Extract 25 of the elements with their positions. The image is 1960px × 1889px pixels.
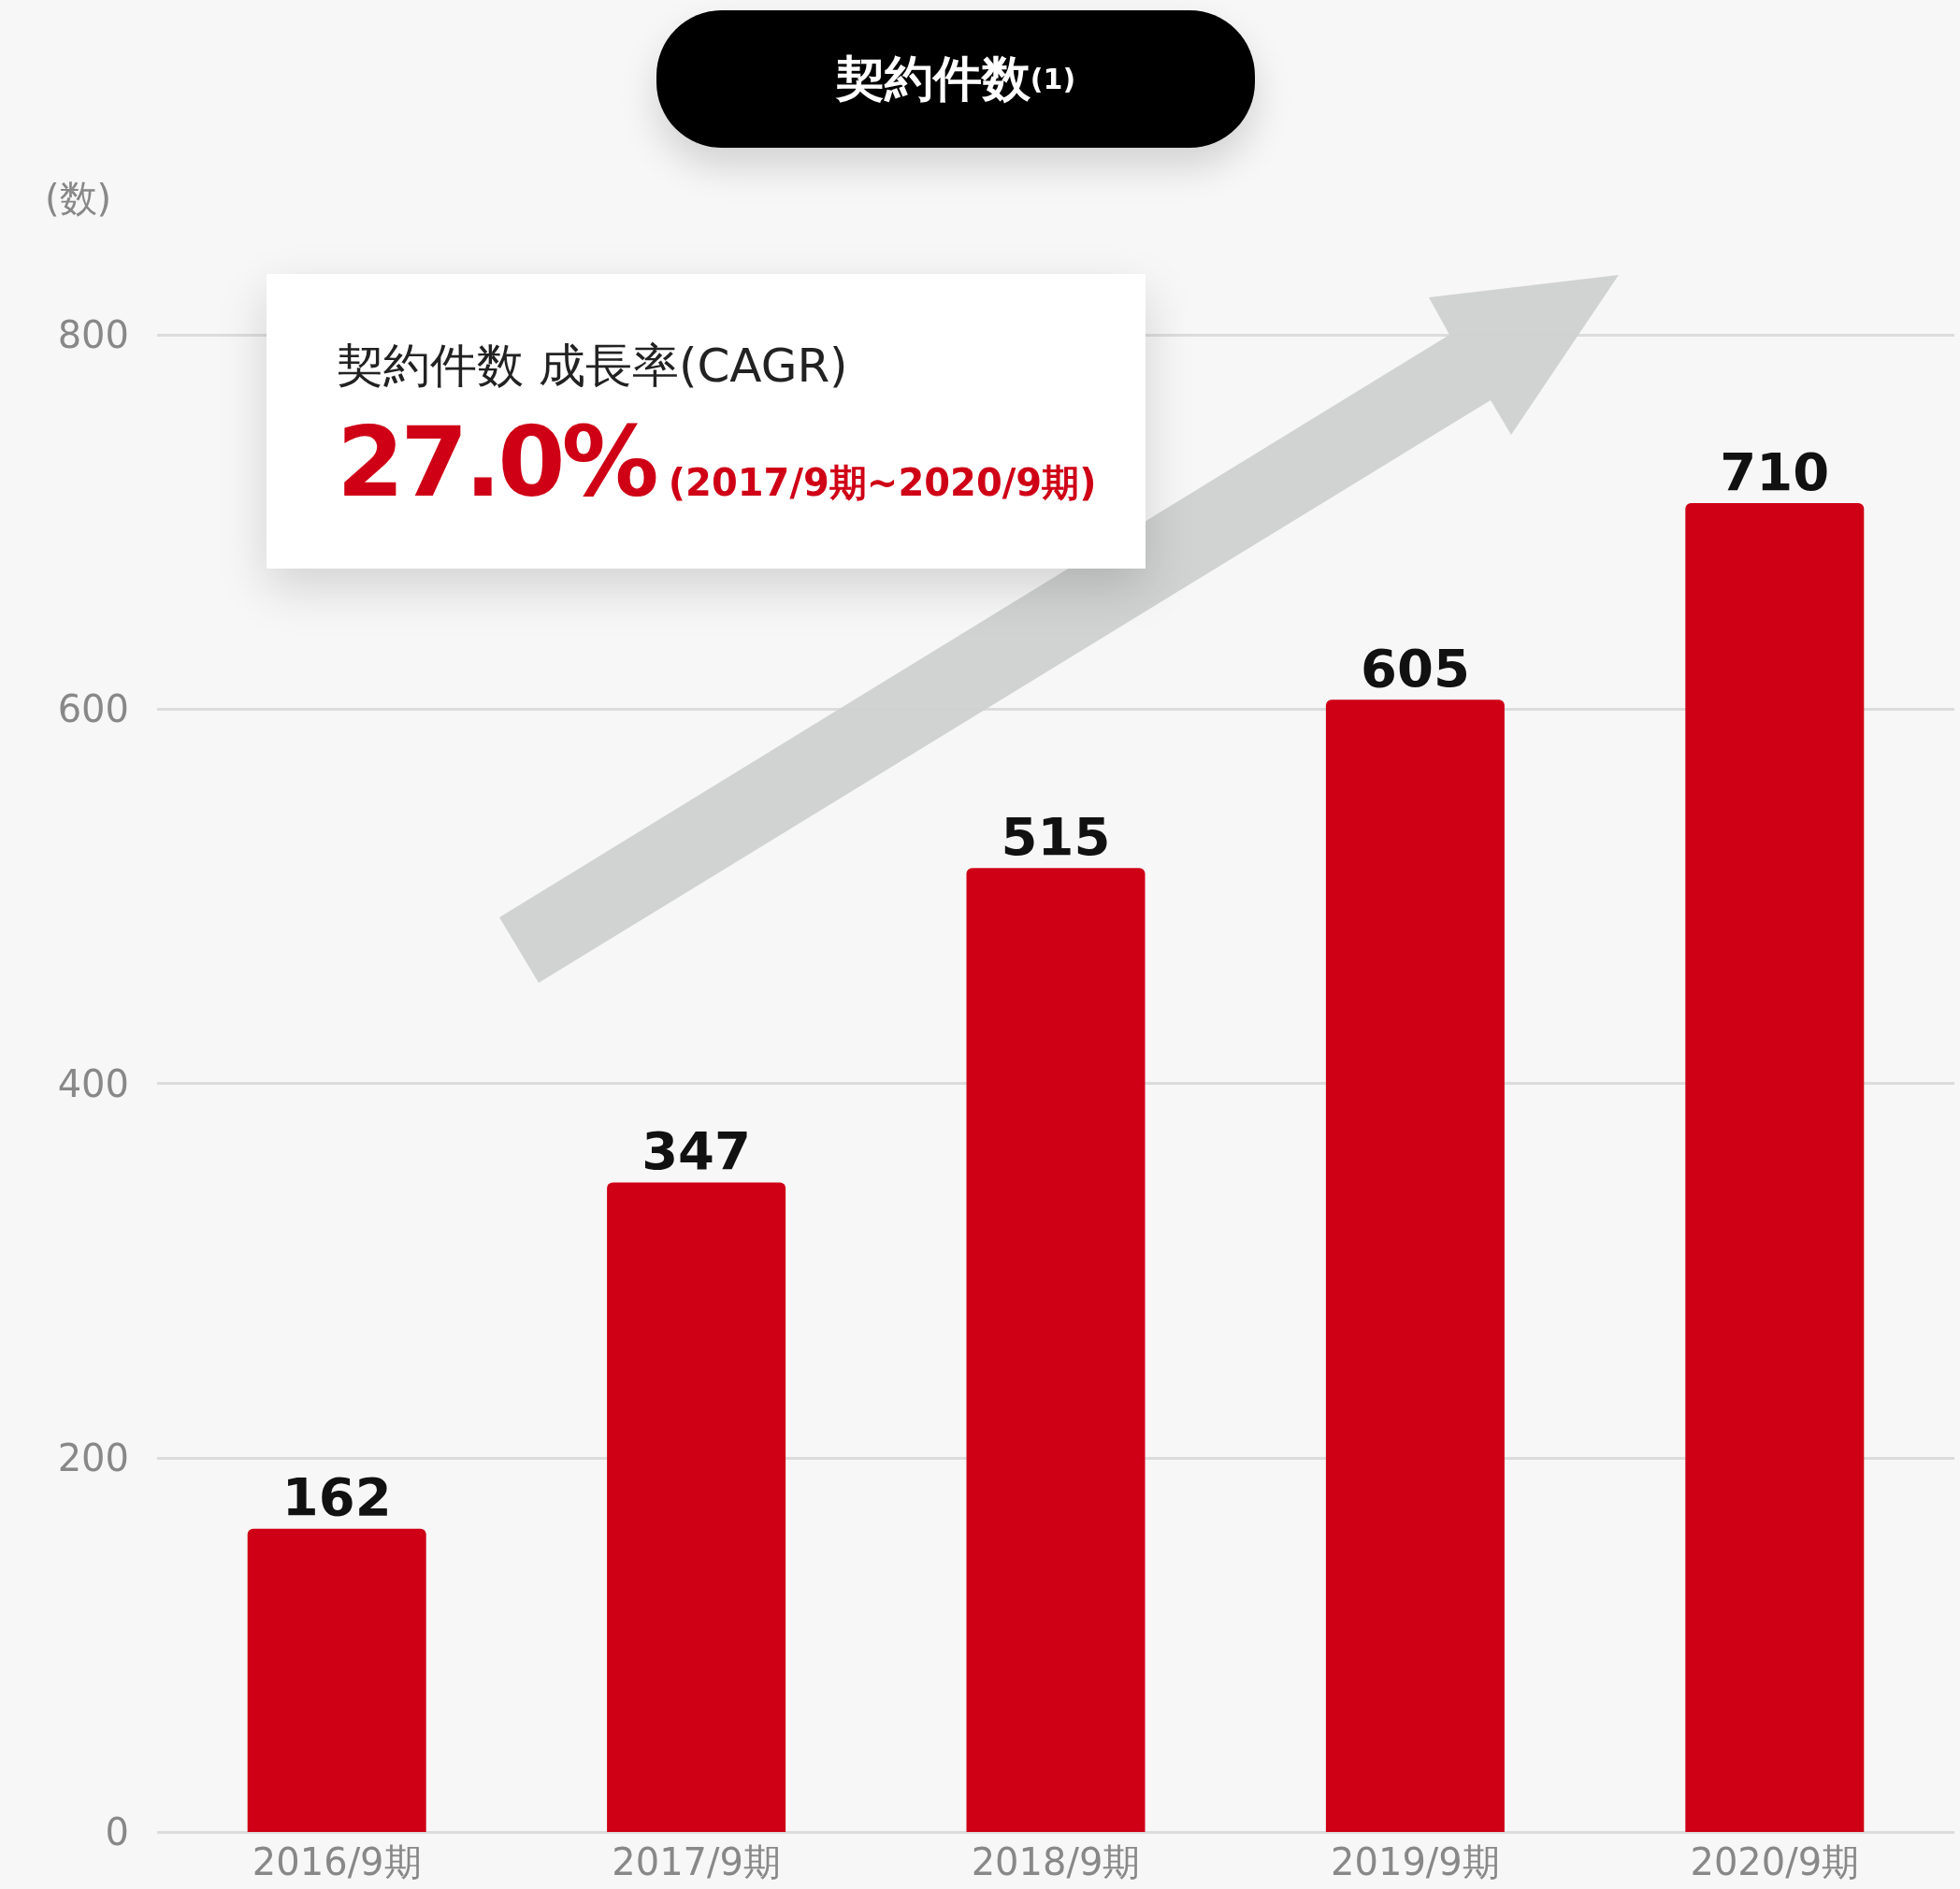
y-tick-label: 800 <box>57 313 129 356</box>
y-axis-title: (数) <box>45 176 112 222</box>
x-tick-label: 2018/9期 <box>971 1840 1141 1883</box>
x-tick-label: 2017/9期 <box>612 1840 781 1883</box>
data-label: 710 <box>1720 440 1830 502</box>
y-tick-label: 600 <box>57 687 129 731</box>
bar <box>607 1182 786 1832</box>
data-label: 605 <box>1360 637 1470 699</box>
y-tick-label: 0 <box>105 1810 129 1853</box>
x-tick-label: 2019/9期 <box>1331 1840 1500 1883</box>
chart-title: 契約件数$^{(1)}$ <box>656 10 1255 148</box>
annotation: 契約件数 成長率(CAGR) <box>337 338 848 395</box>
bar <box>1685 503 1865 1832</box>
annotation: 27.0% <box>337 405 656 519</box>
y-tick-label: 400 <box>57 1061 129 1105</box>
bar <box>966 868 1146 1832</box>
bar <box>1325 699 1505 1832</box>
x-tick-label: 2020/9期 <box>1690 1840 1860 1883</box>
y-tick-label: 200 <box>57 1435 129 1479</box>
x-tick-label: 2016/9期 <box>252 1840 422 1883</box>
data-label: 162 <box>281 1466 392 1528</box>
annotation: (2017/9期~2020/9期) <box>668 460 1097 506</box>
bar <box>247 1528 426 1832</box>
data-label: 515 <box>1001 805 1111 867</box>
data-label: 347 <box>641 1120 752 1182</box>
